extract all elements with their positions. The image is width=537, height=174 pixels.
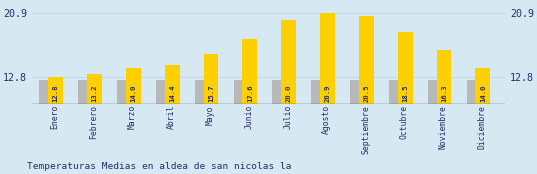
Bar [126, 68, 141, 104]
Text: 14.4: 14.4 [169, 85, 175, 102]
Text: 20.0: 20.0 [286, 85, 292, 102]
Text: 16.3: 16.3 [441, 85, 447, 102]
Bar [234, 80, 248, 104]
Bar [243, 39, 257, 104]
Text: 20.9: 20.9 [324, 85, 330, 102]
Text: 17.6: 17.6 [247, 85, 253, 102]
Bar [272, 80, 287, 104]
Bar [281, 20, 296, 104]
Text: 20.5: 20.5 [364, 85, 369, 102]
Bar [156, 80, 171, 104]
Text: Temperaturas Medias en aldea de san nicolas la: Temperaturas Medias en aldea de san nico… [27, 161, 292, 171]
Bar [78, 80, 93, 104]
Text: 12.8: 12.8 [53, 85, 59, 102]
Bar [437, 50, 452, 104]
Bar [117, 80, 132, 104]
Bar [165, 65, 179, 104]
Bar [39, 80, 54, 104]
Text: 18.5: 18.5 [402, 85, 408, 102]
Text: 14.0: 14.0 [480, 85, 486, 102]
Bar [467, 80, 481, 104]
Bar [48, 77, 63, 104]
Bar [320, 13, 335, 104]
Bar [204, 54, 219, 104]
Bar [389, 80, 404, 104]
Bar [398, 32, 412, 104]
Bar [350, 80, 365, 104]
Bar [195, 80, 209, 104]
Bar [475, 68, 490, 104]
Text: 13.2: 13.2 [91, 85, 98, 102]
Text: 14.0: 14.0 [130, 85, 136, 102]
Bar [359, 16, 374, 104]
Bar [311, 80, 326, 104]
Bar [427, 80, 442, 104]
Bar [87, 74, 102, 104]
Text: 15.7: 15.7 [208, 85, 214, 102]
